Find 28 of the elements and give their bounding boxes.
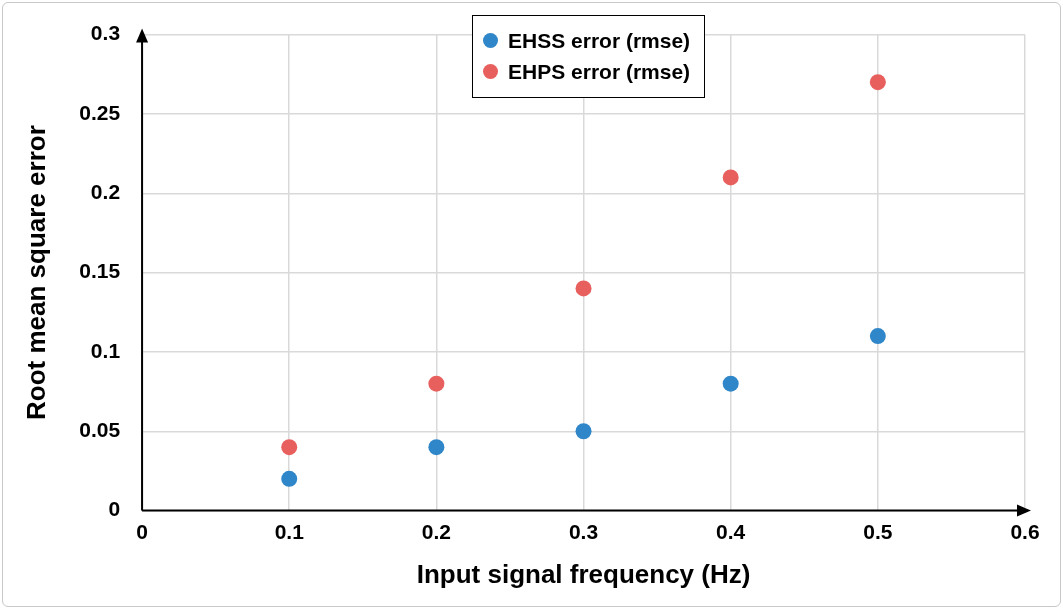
x-tick-label: 0.2 — [421, 520, 451, 543]
point — [281, 470, 298, 487]
point — [722, 375, 739, 392]
x-tick-label: 0.5 — [863, 520, 893, 543]
y-tick-label: 0.2 — [90, 180, 121, 204]
x-axis-title: Input signal frequency (Hz) — [416, 558, 751, 589]
x-tick-label: 0.6 — [1010, 520, 1040, 543]
legend-label: EHSS error (rmse) — [508, 28, 691, 53]
y-axis-title: Root mean square error — [20, 125, 51, 420]
legend-label: EHPS error (rmse) — [508, 59, 691, 84]
y-tick-label: 0.3 — [90, 21, 121, 45]
x-tick-label: 0.1 — [274, 520, 305, 543]
y-tick-label: 0.25 — [79, 100, 121, 124]
y-tick-label: 0.05 — [79, 418, 121, 442]
point — [722, 169, 739, 186]
point — [575, 423, 592, 440]
point — [428, 375, 445, 392]
y-tick-label: 0.1 — [90, 338, 121, 362]
point — [428, 439, 445, 456]
x-tick-label: 0.3 — [568, 520, 599, 543]
point — [869, 328, 886, 345]
x-tick-label: 0.4 — [716, 520, 746, 543]
y-tick-label: 0 — [108, 497, 121, 521]
y-tick-label: 0.15 — [79, 259, 121, 283]
x-tick-label: 0 — [136, 520, 148, 543]
point — [575, 280, 592, 297]
point — [281, 439, 298, 456]
point — [869, 74, 886, 91]
